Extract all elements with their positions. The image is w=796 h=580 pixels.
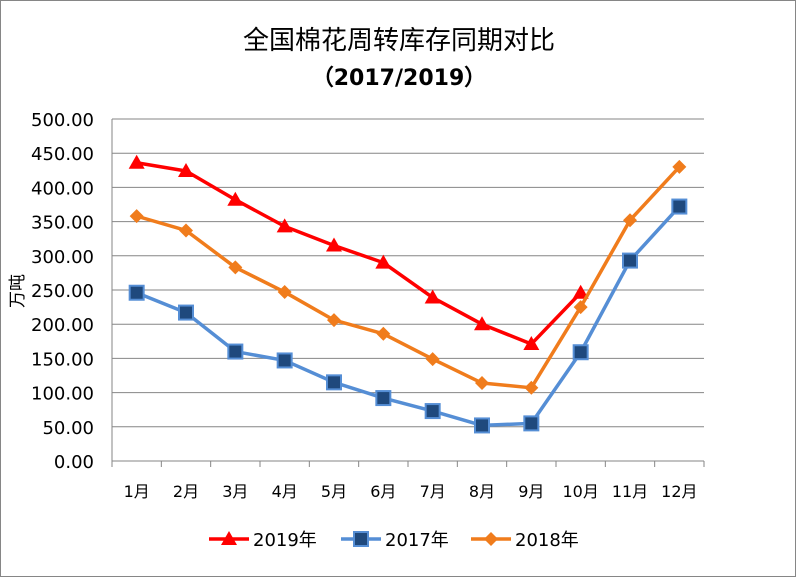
- square-marker: [523, 415, 540, 432]
- x-tick-label: 9月: [518, 482, 544, 501]
- triangle-marker: [227, 191, 244, 206]
- y-tick-label: 50.00: [42, 418, 94, 439]
- diamond-marker: [425, 352, 440, 367]
- diamond-marker: [475, 376, 489, 391]
- diamond-marker: [327, 313, 341, 328]
- square-marker: [424, 403, 441, 420]
- legend-label: 2018年: [515, 530, 579, 551]
- legend-label: 2017年: [385, 530, 449, 551]
- square-marker: [128, 284, 145, 301]
- triangle-marker: [128, 154, 145, 169]
- series-2019年: [128, 154, 589, 351]
- series-line: [136, 165, 681, 390]
- series-line: [136, 205, 681, 428]
- y-tick-label: 250.00: [31, 281, 94, 302]
- diamond-marker: [672, 159, 687, 174]
- triangle-marker: [326, 237, 342, 252]
- diamond-marker: [484, 532, 498, 546]
- square-marker: [572, 344, 589, 361]
- legend-item: 2017年: [341, 530, 449, 551]
- y-tick-label: 200.00: [31, 315, 94, 336]
- x-tick-label: 2月: [173, 482, 199, 501]
- square-marker: [671, 198, 688, 215]
- y-tick-label: 0.00: [54, 452, 94, 473]
- square-marker: [276, 352, 293, 369]
- y-tick-label: 400.00: [31, 178, 94, 199]
- x-tick-label: 3月: [222, 482, 248, 501]
- square-marker: [622, 252, 638, 269]
- triangle-marker: [572, 284, 589, 299]
- series-2018年: [129, 159, 687, 395]
- square-marker: [375, 390, 392, 407]
- chart-title: 全国棉花周转库存同期对比: [243, 26, 555, 56]
- diamond-marker: [376, 326, 391, 341]
- triangle-marker: [523, 336, 540, 351]
- x-tick-label: 12月: [661, 482, 697, 501]
- square-marker: [474, 417, 490, 434]
- x-tick-label: 1月: [124, 482, 150, 501]
- diamond-marker: [524, 380, 539, 395]
- triangle-marker: [276, 218, 293, 233]
- chart-subtitle: （2017/2019）: [312, 66, 487, 91]
- square-marker: [227, 343, 244, 360]
- x-tick-label: 7月: [420, 482, 446, 501]
- square-marker: [353, 531, 369, 547]
- y-tick-label: 300.00: [31, 247, 94, 268]
- y-tick-label: 500.00: [31, 110, 94, 131]
- x-tick-label: 8月: [469, 482, 495, 501]
- series-2017年: [128, 198, 688, 434]
- diamond-marker: [573, 300, 588, 315]
- legend-label: 2019年: [253, 530, 317, 551]
- square-marker: [178, 304, 194, 321]
- diamond-marker: [277, 285, 292, 300]
- triangle-marker: [375, 254, 392, 269]
- diamond-marker: [179, 223, 193, 238]
- x-tick-label: 11月: [612, 482, 648, 501]
- x-tick-label: 10月: [562, 482, 598, 501]
- triangle-marker: [178, 162, 194, 177]
- triangle-marker: [221, 531, 237, 545]
- triangle-marker: [474, 316, 490, 331]
- y-tick-label: 100.00: [31, 384, 94, 405]
- diamond-marker: [623, 213, 637, 228]
- y-axis-label: 万吨: [8, 274, 28, 308]
- triangle-marker: [424, 289, 441, 304]
- square-marker: [326, 374, 342, 391]
- y-tick-label: 150.00: [31, 349, 94, 370]
- x-tick-label: 5月: [321, 482, 347, 501]
- y-tick-label: 450.00: [31, 144, 94, 165]
- x-tick-label: 4月: [272, 482, 298, 501]
- y-tick-label: 350.00: [31, 213, 94, 234]
- legend-item: 2018年: [471, 530, 579, 551]
- diamond-marker: [228, 260, 243, 275]
- series-line: [136, 161, 582, 346]
- diamond-marker: [129, 209, 144, 224]
- legend-item: 2019年: [209, 530, 317, 551]
- x-tick-label: 6月: [370, 482, 396, 501]
